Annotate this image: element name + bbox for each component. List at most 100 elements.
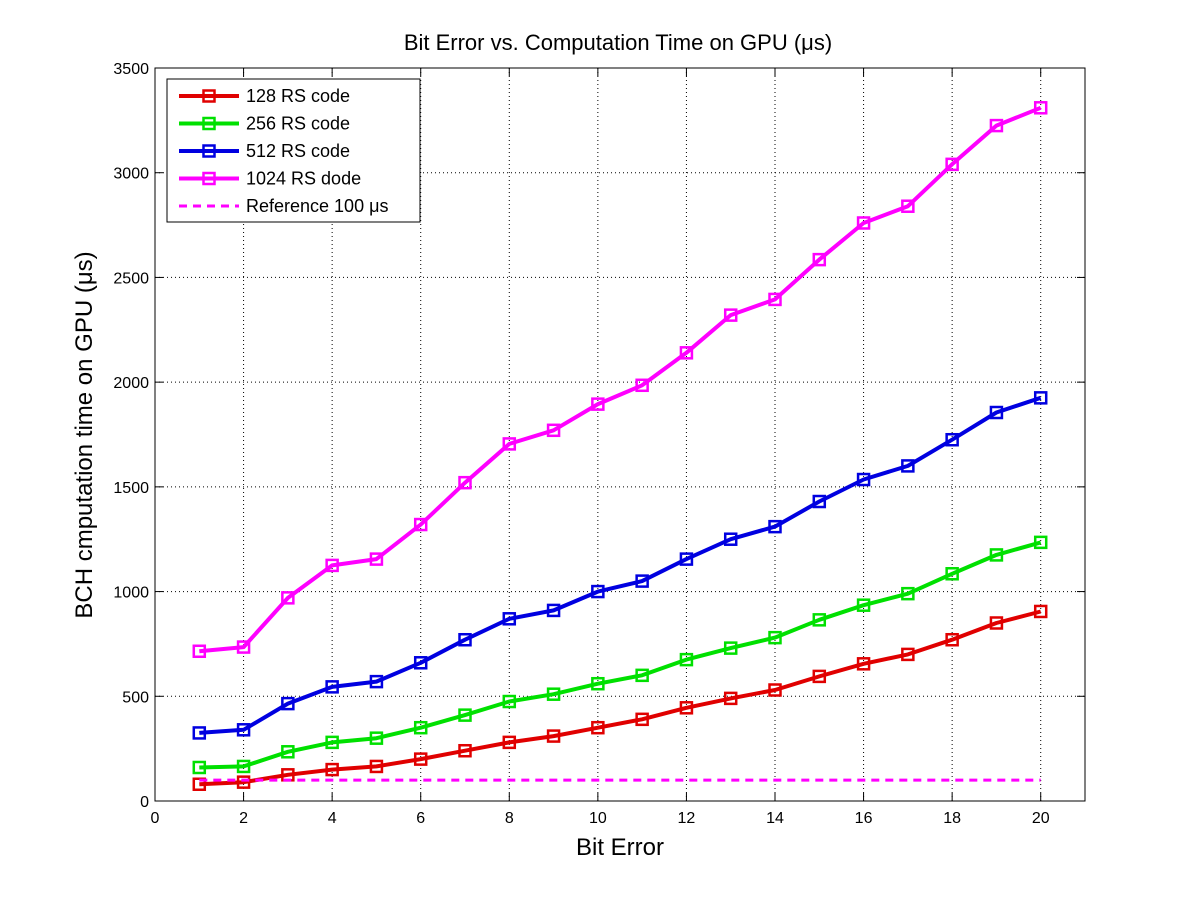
data-point	[723, 308, 738, 322]
y-tick-label: 2000	[113, 375, 149, 392]
data-point	[192, 760, 207, 775]
data-point	[236, 723, 251, 737]
data-point	[281, 591, 295, 605]
data-point	[458, 475, 472, 490]
data-point	[812, 669, 827, 684]
data-point	[502, 694, 517, 709]
data-series	[192, 101, 1048, 791]
data-point	[325, 762, 339, 777]
data-point	[236, 775, 251, 789]
data-point	[635, 712, 649, 727]
data-point	[413, 752, 428, 766]
data-point	[413, 656, 428, 670]
y-tick-label: 2500	[113, 270, 149, 287]
data-point	[679, 652, 694, 667]
data-point	[369, 552, 384, 566]
series-3	[192, 391, 1048, 740]
data-point	[325, 558, 339, 573]
legend-entry: 128 RS code	[179, 86, 350, 106]
y-tick-label: 0	[140, 794, 149, 811]
data-point	[236, 640, 251, 654]
data-point	[281, 696, 295, 711]
data-point	[989, 548, 1004, 562]
y-axis-label: BCH cmputation time on GPU (μs)	[71, 251, 98, 618]
x-tick-label: 8	[505, 810, 514, 827]
legend-entry: 256 RS code	[179, 114, 350, 134]
data-point	[546, 603, 561, 618]
x-tick-label: 16	[855, 810, 873, 827]
data-point	[1033, 604, 1048, 619]
series-line	[199, 609, 1042, 787]
chart-title: Bit Error vs. Computation Time on GPU (μ…	[404, 30, 832, 55]
x-tick-label: 2	[239, 810, 248, 827]
x-tick-label: 12	[678, 810, 696, 827]
y-tick-label: 3500	[113, 61, 149, 78]
series-1	[192, 604, 1048, 791]
data-point	[945, 432, 959, 447]
data-point	[989, 118, 1004, 133]
data-point	[901, 199, 915, 213]
data-point	[192, 644, 207, 659]
legend-marker	[202, 171, 216, 186]
grid-lines	[155, 68, 1085, 801]
data-point	[856, 657, 871, 671]
legend-label: 1024 RS dode	[246, 169, 361, 189]
data-point	[458, 743, 472, 758]
data-point	[502, 437, 517, 451]
data-point	[635, 574, 649, 588]
x-tick-label: 20	[1032, 810, 1050, 827]
data-point	[768, 683, 782, 697]
data-point	[635, 668, 649, 683]
series-line	[199, 105, 1042, 654]
data-point	[812, 494, 827, 509]
data-point	[369, 674, 384, 689]
y-tick-label: 500	[122, 689, 149, 706]
data-point	[458, 708, 472, 722]
legend-entry: 512 RS code	[179, 141, 350, 161]
axes: 0 2 4 6 8 10 12 14 16 18 20 0 500 1000 1500 2000 2500 300…	[113, 61, 1086, 827]
data-point	[413, 517, 428, 532]
data-point	[901, 647, 915, 662]
x-tick-label: 10	[589, 810, 607, 827]
data-point	[1033, 101, 1048, 115]
data-point	[679, 346, 694, 360]
y-tick-label: 3000	[113, 166, 149, 183]
data-point	[856, 472, 871, 487]
data-point	[325, 680, 339, 694]
data-point	[325, 735, 339, 750]
data-point	[591, 584, 605, 599]
data-point	[901, 459, 915, 473]
data-point	[768, 292, 782, 307]
data-point	[458, 632, 472, 647]
data-point	[281, 745, 295, 759]
data-point	[192, 777, 207, 791]
data-point	[413, 720, 428, 735]
plot-frame	[154, 67, 1086, 802]
legend-label: 128 RS code	[246, 86, 350, 106]
x-tick-label: 18	[943, 810, 961, 827]
legend-entry: 1024 RS dode	[179, 169, 361, 189]
y-tick-label: 1000	[113, 585, 149, 602]
data-point	[591, 397, 605, 411]
legend-marker	[202, 116, 216, 131]
data-point	[546, 423, 561, 438]
data-point	[723, 532, 738, 546]
x-tick-label: 6	[416, 810, 425, 827]
data-point	[989, 405, 1004, 420]
series-2	[192, 535, 1048, 775]
x-tick-label: 14	[766, 810, 784, 827]
series-4	[192, 101, 1048, 659]
data-point	[945, 632, 959, 647]
data-point	[192, 726, 207, 740]
data-point	[546, 729, 561, 743]
data-point	[502, 612, 517, 626]
legend-entry: Reference 100 μs	[179, 196, 388, 216]
x-tick-label: 0	[151, 810, 160, 827]
data-point	[546, 687, 561, 701]
data-point	[812, 252, 827, 267]
x-tick-label: 4	[328, 810, 337, 827]
data-point	[236, 759, 251, 774]
x-axis-label: Bit Error	[576, 834, 664, 861]
